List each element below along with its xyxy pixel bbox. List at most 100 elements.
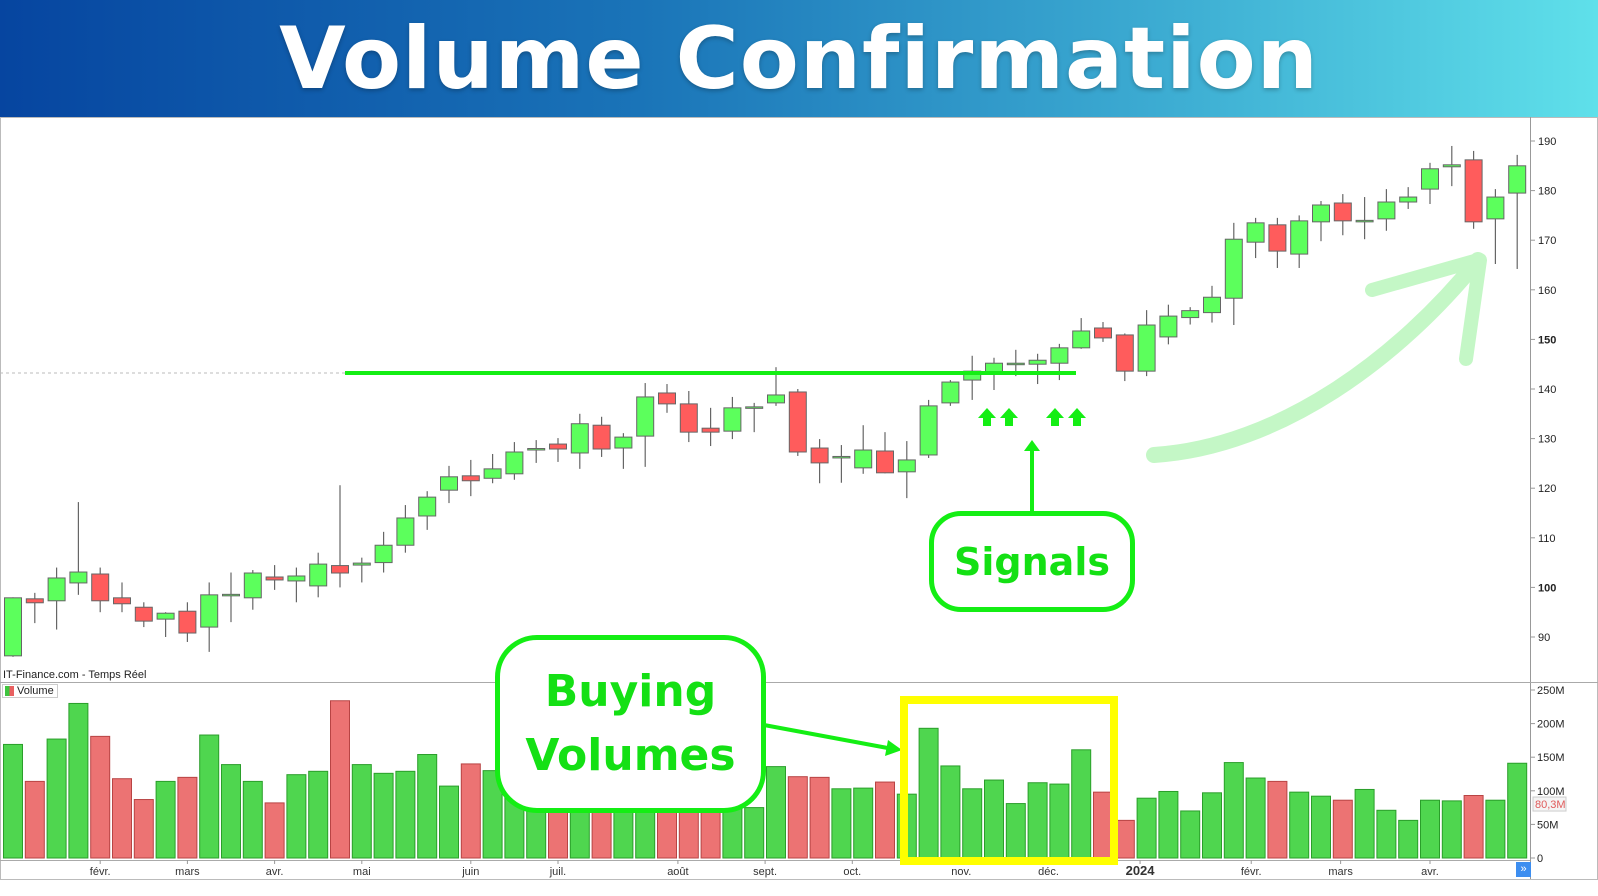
- volume-bar: [1398, 819, 1419, 859]
- candle: [505, 442, 524, 480]
- candle: [461, 459, 480, 497]
- candle: [941, 380, 960, 406]
- volume-bar: [1136, 797, 1157, 859]
- candle: [745, 402, 764, 433]
- time-tick-label: sept.: [753, 866, 777, 878]
- volume-bar: [177, 776, 198, 859]
- time-tick-label: juin: [461, 866, 479, 878]
- candle-body: [592, 424, 611, 450]
- candle-body: [396, 517, 415, 546]
- candle: [265, 565, 284, 590]
- candle: [4, 597, 22, 657]
- candle: [1290, 215, 1309, 268]
- buying-label: Buying: [544, 666, 717, 717]
- price-tick-label: 160: [1538, 285, 1556, 297]
- volume-bar: [984, 779, 1004, 859]
- candle: [374, 531, 393, 573]
- volume-bar: [1463, 795, 1484, 859]
- volume-bar: [439, 785, 459, 859]
- volume-bar: [308, 770, 329, 859]
- candle: [876, 432, 894, 474]
- candle-body: [178, 610, 197, 634]
- volume-highlight-box: [900, 696, 1118, 865]
- candle: [25, 592, 44, 624]
- candle: [331, 485, 349, 588]
- signals-label: Signals: [954, 539, 1110, 584]
- header-banner: Volume Confirmation: [0, 0, 1598, 117]
- candle: [178, 602, 197, 642]
- signal-arrows: [978, 408, 1086, 426]
- candle: [549, 438, 567, 462]
- candle-body: [1508, 165, 1527, 194]
- candle-body: [1224, 238, 1243, 299]
- double-chevron-right-icon[interactable]: »: [1516, 862, 1531, 877]
- volume-bar: [1267, 780, 1288, 859]
- volume-bar: [1071, 749, 1092, 859]
- candle-body: [679, 403, 698, 433]
- candle-body: [352, 562, 371, 566]
- candle: [592, 416, 611, 457]
- candle-body: [723, 407, 742, 432]
- candle: [1094, 322, 1112, 342]
- candle: [897, 441, 916, 499]
- candle-body: [47, 577, 66, 602]
- volume-bar: [1507, 762, 1528, 859]
- candle: [1137, 310, 1156, 377]
- signal-arrow-icon: [1000, 408, 1018, 426]
- volume-bar: [68, 702, 89, 859]
- volume-bar: [1289, 791, 1310, 859]
- candle-body: [1355, 219, 1374, 223]
- candle-body: [527, 448, 546, 451]
- volume-bar: [853, 787, 874, 859]
- candle: [1312, 201, 1330, 242]
- candle: [200, 582, 219, 652]
- data-source-label: IT-Finance.com - Temps Réel: [3, 669, 147, 681]
- volume-bar: [744, 807, 765, 859]
- candle: [1508, 154, 1527, 269]
- volume-bar: [330, 700, 350, 859]
- volume-bar: [286, 774, 307, 859]
- volume-tick-label: 0: [1537, 853, 1543, 865]
- candle-body: [1312, 204, 1330, 223]
- candle-body: [461, 475, 480, 482]
- price-tick-label: 100: [1538, 582, 1556, 594]
- candle: [679, 390, 698, 443]
- candle-body: [1072, 330, 1091, 349]
- candle-body: [854, 449, 873, 469]
- signals-pointer-arrow: [1024, 440, 1040, 511]
- time-tick-label: avr.: [1421, 866, 1439, 878]
- candle: [1268, 217, 1287, 268]
- price-tick-label: 130: [1538, 434, 1556, 446]
- buying-volumes-callout: Buying Volumes: [495, 635, 766, 813]
- volume-bar: [46, 738, 67, 859]
- candle-body: [1181, 310, 1200, 319]
- volume-legend[interactable]: Volume: [2, 684, 58, 698]
- volume-bar: [1332, 799, 1353, 859]
- volume-bar: [155, 780, 176, 859]
- volume-bar: [940, 765, 961, 859]
- volume-bar: [1202, 792, 1222, 859]
- volume-bar: [1376, 809, 1397, 859]
- time-tick-label: mars: [175, 866, 200, 878]
- volume-bar: [3, 743, 23, 859]
- volume-tick-label: 200M: [1537, 719, 1565, 731]
- candle-body: [243, 572, 262, 599]
- volume-bar: [809, 776, 830, 859]
- price-tick-label: 120: [1538, 483, 1556, 495]
- candle: [418, 491, 437, 530]
- volume-bar: [918, 727, 939, 859]
- candle: [1377, 189, 1396, 231]
- candle: [1246, 217, 1265, 259]
- candle-body: [1203, 296, 1221, 314]
- buying-volumes-pointer-arrow: [763, 723, 902, 756]
- volume-bar: [831, 788, 852, 859]
- candle: [1181, 307, 1200, 325]
- candle-body: [788, 391, 807, 453]
- candle: [614, 433, 633, 469]
- candle-body: [331, 565, 349, 574]
- candle-body: [1442, 164, 1461, 168]
- volume-bar: [1441, 800, 1462, 859]
- candle: [1028, 353, 1047, 385]
- volume-bar: [787, 776, 808, 859]
- candle: [1442, 145, 1461, 187]
